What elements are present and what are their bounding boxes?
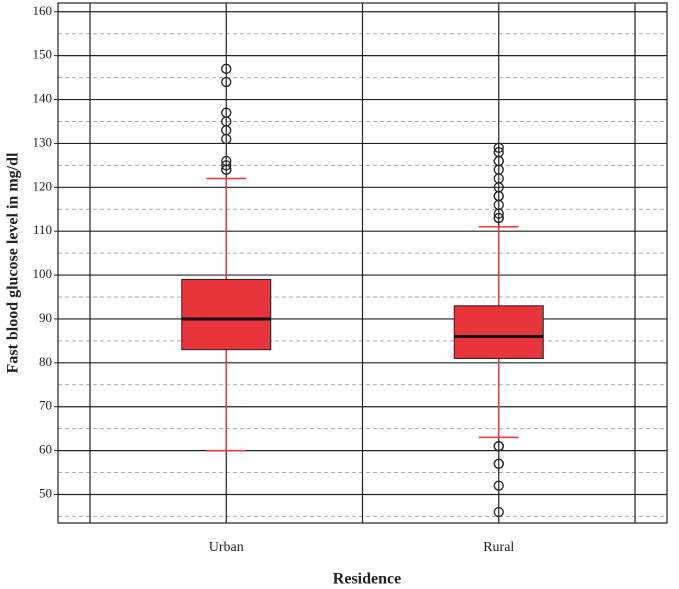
y-tick-label: 140 bbox=[33, 91, 53, 106]
x-axis-title: Residence bbox=[333, 571, 401, 588]
plot-frame bbox=[57, 2, 668, 524]
y-tick-label: 90 bbox=[39, 310, 52, 325]
outlier bbox=[493, 212, 504, 224]
outlier bbox=[493, 147, 504, 158]
y-tick-label: 130 bbox=[33, 134, 53, 149]
y-tick-label: 60 bbox=[39, 442, 52, 457]
outlier bbox=[221, 160, 232, 171]
x-tick-label: Rural bbox=[483, 540, 514, 555]
y-tick-label: 160 bbox=[33, 3, 53, 18]
outlier bbox=[493, 441, 504, 452]
y-axis-title: Fast blood glucose level in mg/dl bbox=[5, 152, 22, 373]
outlier bbox=[221, 107, 232, 118]
y-tick-label: 120 bbox=[33, 178, 53, 193]
outlier bbox=[221, 76, 232, 88]
box bbox=[453, 305, 544, 359]
y-tick-label: 70 bbox=[39, 398, 52, 413]
outlier bbox=[221, 155, 232, 167]
outlier bbox=[493, 458, 504, 469]
outlier bbox=[493, 506, 504, 518]
outlier bbox=[493, 480, 504, 491]
y-tick-label: 100 bbox=[33, 266, 53, 281]
box bbox=[181, 278, 272, 351]
y-tick-label: 80 bbox=[39, 354, 52, 369]
y-tick-label: 150 bbox=[33, 47, 53, 62]
y-tick-label: 110 bbox=[33, 222, 52, 237]
x-tick-label: Urban bbox=[209, 540, 244, 555]
y-tick-label: 50 bbox=[39, 485, 52, 500]
outlier bbox=[221, 63, 232, 74]
outlier bbox=[493, 142, 504, 153]
